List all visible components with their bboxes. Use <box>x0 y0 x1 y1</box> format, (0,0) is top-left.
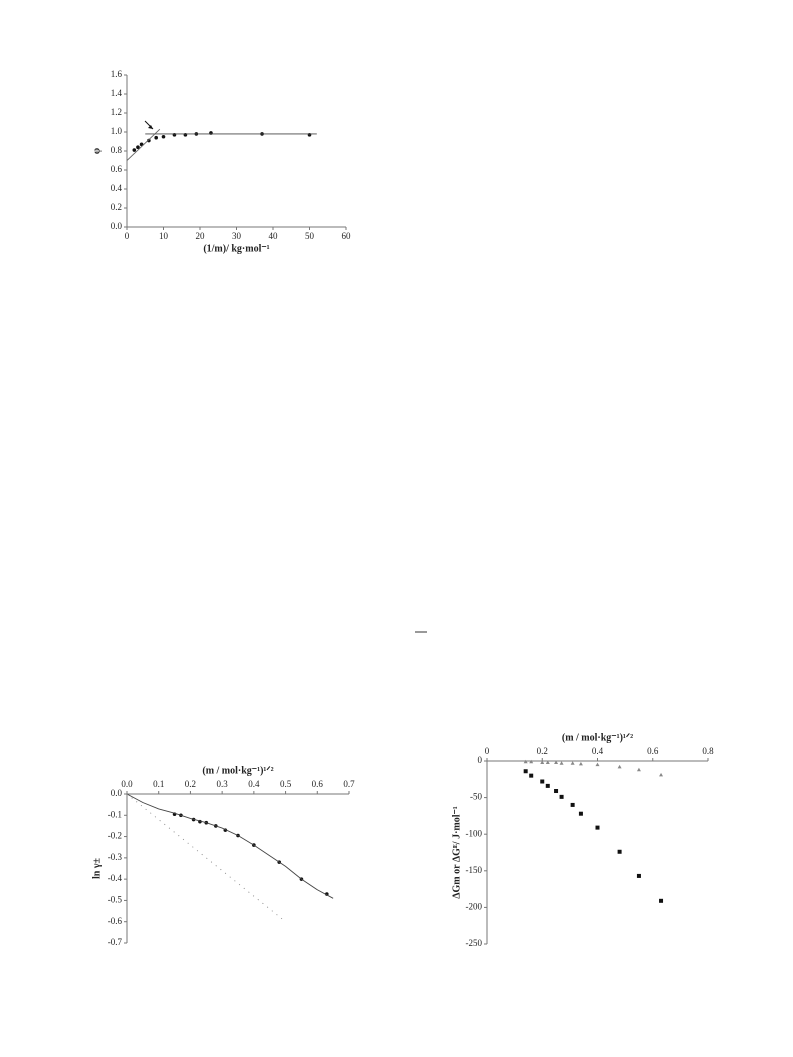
x-tick-label: 0.2 <box>185 779 196 789</box>
x-tick-label: 0.5 <box>280 779 292 789</box>
series-line <box>126 128 161 161</box>
y-tick-label: -0.3 <box>108 852 123 862</box>
point <box>529 759 534 764</box>
x-axis-label: (1/m)/ kg·mol⁻¹ <box>203 243 269 254</box>
y-tick-label: 0.0 <box>111 788 123 798</box>
point <box>659 898 664 903</box>
point <box>529 773 534 778</box>
y-tick-label: 1.0 <box>111 126 123 136</box>
x-tick-label: 0.4 <box>248 779 260 789</box>
point <box>545 783 550 788</box>
x-tick-label: 0.6 <box>312 779 324 789</box>
point <box>636 767 641 772</box>
point <box>554 789 559 794</box>
x-tick-label: 50 <box>305 231 315 241</box>
y-axis-label: ln γ± <box>91 857 102 879</box>
x-tick-label: 0.1 <box>153 779 164 789</box>
y-tick-label: -0.6 <box>108 916 123 926</box>
y-tick-label: 0.6 <box>111 164 123 174</box>
y-tick-label: -0.5 <box>108 894 123 904</box>
chart: 0.0 -0.1 -0.2 -0.3 -0.4 -0.5 -0.6 -0.7 0.0 0.1 0.2… <box>91 765 355 947</box>
series-line <box>126 793 334 899</box>
x-tick-label: 0.7 <box>343 779 355 789</box>
y-tick-label: -50 <box>470 792 482 802</box>
point <box>578 761 583 766</box>
point <box>540 779 545 784</box>
series-line <box>126 793 286 923</box>
point <box>554 760 559 764</box>
y-tick-label: -100 <box>466 828 483 838</box>
x-tick-label: 0 <box>485 746 490 756</box>
x-tick-label: 0.8 <box>702 746 714 756</box>
x-tick-label: 0.6 <box>647 746 659 756</box>
y-tick-label: -250 <box>466 938 483 948</box>
y-tick-label: -0.7 <box>108 937 123 947</box>
point <box>523 769 528 774</box>
point <box>617 849 622 854</box>
x-tick-label: 30 <box>232 231 242 241</box>
point <box>595 762 600 767</box>
y-tick-label: 0.8 <box>111 145 123 155</box>
x-axis-label: (m / mol·kg⁻¹)¹ᐟ² <box>562 732 633 743</box>
point <box>559 794 564 799</box>
y-tick-label: 1.6 <box>111 69 123 79</box>
point <box>540 760 545 764</box>
y-tick-label: -150 <box>466 865 483 875</box>
y-tick-label: -0.2 <box>108 831 122 841</box>
point <box>578 811 583 816</box>
point <box>570 802 575 807</box>
point <box>132 148 137 152</box>
y-tick-label: 0.4 <box>111 183 123 193</box>
y-tick-label: 0.2 <box>111 202 122 212</box>
point <box>161 134 166 139</box>
y-tick-label: -0.1 <box>108 809 122 819</box>
y-tick-label: -200 <box>466 901 483 911</box>
x-tick-label: 20 <box>196 231 206 241</box>
x-tick-label: 10 <box>159 231 169 241</box>
x-tick-label: 0.0 <box>121 779 133 789</box>
x-tick-label: 0.2 <box>537 746 548 756</box>
x-tick-label: 0.3 <box>217 779 229 789</box>
point <box>523 759 528 764</box>
point <box>636 873 641 878</box>
point <box>154 135 158 140</box>
x-tick-label: 60 <box>342 231 352 241</box>
y-tick-label: 0.0 <box>111 221 123 231</box>
x-tick-label: 40 <box>269 231 279 241</box>
x-axis-label: (m / mol·kg⁻¹)¹ᐟ² <box>202 765 273 776</box>
x-tick-label: 0.4 <box>592 746 604 756</box>
point <box>147 138 151 143</box>
x-tick-label: 0 <box>125 231 130 241</box>
y-tick-label: 0 <box>478 755 483 765</box>
arrow-annotation <box>144 120 154 130</box>
point <box>595 825 600 830</box>
chart: 0 -50 -100 -150 -200 -250 0 0.2 0.4 0.6 0.8 (m / mo… <box>451 732 714 948</box>
y-axis-label: ΔGm or ΔGᴱ/ J·mol⁻¹ <box>451 806 462 899</box>
y-axis-label: φ <box>91 148 102 154</box>
point <box>570 761 575 765</box>
point <box>136 145 140 149</box>
point <box>559 761 564 765</box>
point <box>659 772 664 777</box>
y-tick-label: 1.4 <box>111 88 123 98</box>
y-tick-label: -0.4 <box>108 873 123 883</box>
point <box>545 760 550 764</box>
point <box>617 764 622 769</box>
y-tick-label: 1.2 <box>111 107 122 117</box>
chart: 0.0 0.2 0.4 0.6 0.8 1.0 1.2 1.4 1.6 0 10 20 30 40 50 60… <box>91 69 351 254</box>
